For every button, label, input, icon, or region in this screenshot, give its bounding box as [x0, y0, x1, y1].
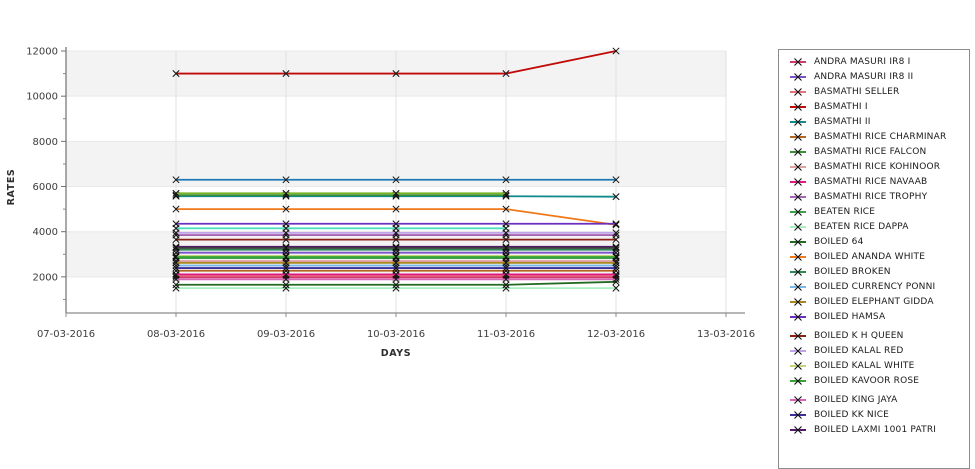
- legend-item-label: BASMATHI RICE FALCON: [814, 147, 926, 157]
- legend-item[interactable]: BASMATHI RICE KOHINOOR: [789, 159, 969, 174]
- legend-marker-icon: [789, 207, 807, 217]
- legend-item-label: BOILED KAVOOR ROSE: [814, 376, 919, 386]
- legend-item[interactable]: BASMATHI RICE FALCON: [789, 144, 969, 159]
- y-axis-title: RATES: [6, 169, 17, 206]
- y-tick-label: 2000: [33, 272, 58, 283]
- legend-item[interactable]: ANDRA MASURI IR8 II: [789, 69, 969, 84]
- legend-marker-icon: [789, 282, 807, 292]
- x-tick-label: 07-03-2016: [37, 329, 95, 340]
- legend-item[interactable]: BOILED LAXMI 1001 PATRI: [789, 422, 969, 437]
- legend-marker-icon: [789, 177, 807, 187]
- legend-marker-icon: [789, 346, 807, 356]
- x-tick-label: 11-03-2016: [477, 329, 535, 340]
- y-tick-label: 8000: [33, 137, 58, 148]
- legend-item-label: BOILED K H QUEEN: [814, 331, 904, 341]
- chart-canvas: 2000 4000 6000 8000 10000 12000 07-03-2016 08-0…: [0, 0, 770, 429]
- legend-item-label: BASMATHI RICE NAVAAB: [814, 177, 927, 187]
- legend-marker-icon: [789, 395, 807, 405]
- legend-item[interactable]: BOILED HAMSA: [789, 309, 969, 324]
- legend-item[interactable]: BOILED KK NICE: [789, 407, 969, 422]
- legend-marker-icon: [789, 267, 807, 277]
- legend-item[interactable]: BOILED ANANDA WHITE: [789, 249, 969, 264]
- legend-item-label: BASMATHI I: [814, 102, 868, 112]
- legend-item[interactable]: BOILED KAVOOR ROSE: [789, 373, 969, 388]
- y-tick-label: 12000: [26, 47, 58, 58]
- legend-marker-icon: [789, 425, 807, 435]
- legend-item-label: ANDRA MASURI IR8 I: [814, 57, 910, 67]
- legend-item-label: BOILED KALAL WHITE: [814, 361, 915, 371]
- legend-marker-icon: [789, 361, 807, 371]
- legend-marker-icon: [789, 312, 807, 322]
- legend-item-label: BOILED HAMSA: [814, 312, 885, 322]
- legend-marker-icon: [789, 72, 807, 82]
- legend-item-label: BOILED KING JAYA: [814, 395, 897, 405]
- legend-item-label: BOILED LAXMI 1001 PATRI: [814, 425, 936, 435]
- legend-item-label: BASMATHI RICE TROPHY: [814, 192, 927, 202]
- legend-marker-icon: [789, 222, 807, 232]
- legend-marker-icon: [789, 87, 807, 97]
- legend-marker-icon: [789, 162, 807, 172]
- legend-item-label: BEATEN RICE: [814, 207, 875, 217]
- x-tick-label: 08-03-2016: [147, 329, 205, 340]
- legend-marker-icon: [789, 376, 807, 386]
- legend-item[interactable]: BOILED 64: [789, 234, 969, 249]
- legend-marker-icon: [789, 132, 807, 142]
- chart-page: { "chart_data": { "type": "line", "title…: [0, 0, 975, 429]
- legend-item-label: BOILED CURRENCY PONNI: [814, 282, 935, 292]
- legend-marker-icon: [789, 331, 807, 341]
- legend-item[interactable]: BEATEN RICE: [789, 204, 969, 219]
- legend-box: ANDRA MASURI IR8 I ANDRA MASURI IR8 II BAS…: [778, 49, 970, 469]
- legend-item[interactable]: BEATEN RICE DAPPA: [789, 219, 969, 234]
- legend-item[interactable]: BASMATHI RICE NAVAAB: [789, 174, 969, 189]
- legend-item-label: BASMATHI RICE CHARMINAR: [814, 132, 946, 142]
- legend-item[interactable]: BOILED BROKEN: [789, 264, 969, 279]
- x-axis-title: DAYS: [381, 348, 411, 359]
- legend-item-label: BOILED BROKEN: [814, 267, 891, 277]
- x-tick-label: 13-03-2016: [697, 329, 755, 340]
- legend-item[interactable]: BASMATHI RICE CHARMINAR: [789, 129, 969, 144]
- legend-marker-icon: [789, 237, 807, 247]
- legend-item-label: ANDRA MASURI IR8 II: [814, 72, 913, 82]
- legend-item[interactable]: BOILED ELEPHANT GIDDA: [789, 294, 969, 309]
- legend-marker-icon: [789, 410, 807, 420]
- legend-item[interactable]: BOILED KING JAYA: [789, 392, 969, 407]
- y-tick-label: 6000: [33, 182, 58, 193]
- legend-item-label: BOILED ANANDA WHITE: [814, 252, 925, 262]
- legend-marker-icon: [789, 192, 807, 202]
- legend-marker-icon: [789, 147, 807, 157]
- legend-marker-icon: [789, 102, 807, 112]
- legend-item-label: BASMATHI II: [814, 117, 871, 127]
- legend-marker-icon: [789, 117, 807, 127]
- rates-line-chart: 2000 4000 6000 8000 10000 12000 07-03-2016 08-0…: [0, 0, 770, 429]
- legend-item[interactable]: BASMATHI RICE TROPHY: [789, 189, 969, 204]
- x-tick-label: 10-03-2016: [367, 329, 425, 340]
- x-tick-label: 12-03-2016: [587, 329, 645, 340]
- legend-item-label: BEATEN RICE DAPPA: [814, 222, 909, 232]
- legend-item[interactable]: BASMATHI II: [789, 114, 969, 129]
- legend-item-label: BASMATHI RICE KOHINOOR: [814, 162, 940, 172]
- legend-item-label: BOILED 64: [814, 237, 864, 247]
- x-tick-label: 09-03-2016: [257, 329, 315, 340]
- y-tick-label: 10000: [26, 92, 58, 103]
- y-tick-label: 4000: [33, 227, 58, 238]
- legend-item-label: BOILED KALAL RED: [814, 346, 903, 356]
- legend-item[interactable]: BOILED K H QUEEN: [789, 328, 969, 343]
- legend-marker-icon: [789, 252, 807, 262]
- legend-item-label: BASMATHI SELLER: [814, 87, 899, 97]
- legend-marker-icon: [789, 57, 807, 67]
- legend-item[interactable]: BOILED CURRENCY PONNI: [789, 279, 969, 294]
- legend-marker-icon: [789, 297, 807, 307]
- legend-item-label: BOILED KK NICE: [814, 410, 889, 420]
- legend-item[interactable]: BASMATHI I: [789, 99, 969, 114]
- legend-item[interactable]: BOILED KALAL WHITE: [789, 358, 969, 373]
- legend-item[interactable]: ANDRA MASURI IR8 I: [789, 54, 969, 69]
- legend-item-label: BOILED ELEPHANT GIDDA: [814, 297, 934, 307]
- legend-item[interactable]: BASMATHI SELLER: [789, 84, 969, 99]
- legend-item[interactable]: BOILED KALAL RED: [789, 343, 969, 358]
